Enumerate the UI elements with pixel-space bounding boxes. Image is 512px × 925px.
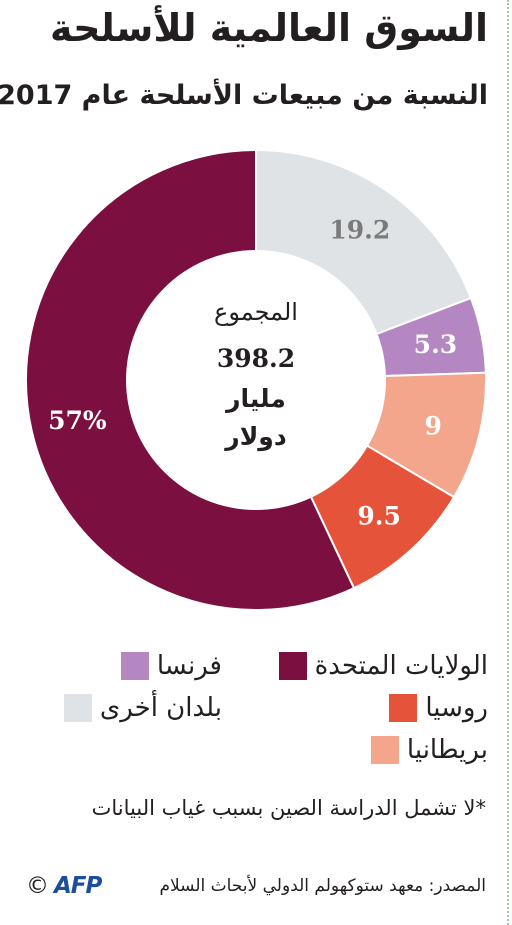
- donut-chart: 19.2 5.3 9 9.5 57% المجموع 398.2 مليار دولار: [25, 150, 487, 611]
- afp-logo: AFP: [54, 873, 102, 899]
- center-total-unit-2: دولار: [223, 422, 287, 452]
- page-edge-dots: [507, 0, 509, 925]
- chart-title: السوق العالمية للأسلحة: [50, 6, 488, 50]
- legend-label-usa: الولايات المتحدة: [314, 651, 488, 681]
- center-total-value: 398.2: [217, 344, 295, 373]
- slice-label-britain: 9: [425, 412, 442, 441]
- legend-label-russia: روسيا: [425, 693, 488, 723]
- legend-label-others: بلدان أخرى: [99, 693, 222, 723]
- center-total-label: المجموع: [214, 298, 298, 326]
- slice-label-others: 19.2: [329, 215, 390, 244]
- legend-swatch-britain: [370, 736, 399, 764]
- slice-label-france: 5.3: [414, 330, 458, 359]
- center-total-unit-1: مليار: [224, 384, 286, 413]
- copyright-symbol: ©: [26, 873, 49, 899]
- slice-label-russia: 9.5: [357, 501, 401, 530]
- legend-swatch-france: [120, 652, 149, 680]
- chart-subtitle: النسبة من مبيعات الأسلحة عام 2017: [0, 80, 488, 111]
- legend-swatch-others: [63, 694, 92, 722]
- legend-item-russia: روسيا: [389, 693, 488, 723]
- slice-label-usa: 57%: [48, 406, 107, 435]
- legend-label-britain: بريطانيا: [406, 735, 488, 765]
- footnote: *لا تشمل الدراسة الصين بسبب غياب البيانا…: [91, 796, 486, 820]
- legend-item-usa: الولايات المتحدة: [278, 651, 488, 681]
- legend-item-others: بلدان أخرى: [63, 693, 222, 723]
- donut-hole: [126, 250, 386, 510]
- legend-swatch-russia: [389, 694, 418, 722]
- legend-item-france: فرنسا: [120, 651, 222, 681]
- legend-label-france: فرنسا: [156, 651, 222, 681]
- legend-swatch-usa: [278, 652, 307, 680]
- legend-item-britain: بريطانيا: [370, 735, 488, 765]
- source-credit: المصدر: معهد ستوكهولم الدولي لأبحاث السل…: [159, 876, 487, 896]
